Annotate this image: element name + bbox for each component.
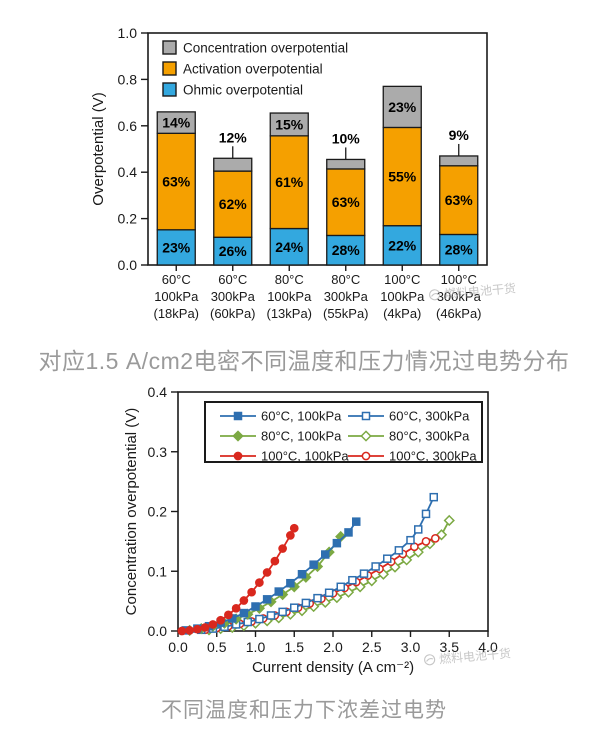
- svg-text:60°C, 100kPa: 60°C, 100kPa: [261, 409, 342, 424]
- svg-text:80°C, 100kPa: 80°C, 100kPa: [261, 429, 342, 444]
- svg-text:0.5: 0.5: [207, 639, 227, 655]
- svg-text:100kPa: 100kPa: [154, 289, 199, 304]
- svg-text:3.5: 3.5: [440, 639, 460, 655]
- svg-text:Overpotential (V): Overpotential (V): [90, 92, 107, 205]
- svg-text:12%: 12%: [219, 129, 248, 145]
- svg-text:100°C, 100kPa: 100°C, 100kPa: [261, 449, 349, 464]
- svg-text:4.0: 4.0: [478, 639, 498, 655]
- svg-text:60°C: 60°C: [162, 272, 191, 287]
- svg-text:1.0: 1.0: [118, 25, 138, 41]
- svg-text:9%: 9%: [449, 127, 470, 143]
- svg-text:0.6: 0.6: [118, 118, 138, 134]
- svg-text:0.2: 0.2: [148, 504, 168, 520]
- svg-text:55%: 55%: [388, 169, 417, 185]
- svg-text:0.8: 0.8: [118, 71, 138, 87]
- svg-text:100°C: 100°C: [441, 272, 477, 287]
- svg-text:100°C: 100°C: [384, 272, 420, 287]
- svg-text:80°C: 80°C: [275, 272, 304, 287]
- svg-text:100kPa: 100kPa: [267, 289, 312, 304]
- svg-text:100kPa: 100kPa: [380, 289, 425, 304]
- svg-text:(13kPa): (13kPa): [266, 306, 312, 321]
- svg-text:300kPa: 300kPa: [324, 289, 369, 304]
- svg-text:80°C, 300kPa: 80°C, 300kPa: [389, 429, 470, 444]
- overpotential-stacked-bar-chart: 0.0 0.2 0.4 0.6 0.8 1.0 Overpotential (V) 23% 63…: [90, 25, 488, 321]
- svg-text:63%: 63%: [162, 174, 191, 190]
- svg-text:100°C, 300kPa: 100°C, 300kPa: [389, 449, 477, 464]
- svg-text:1.0: 1.0: [246, 639, 266, 655]
- svg-text:(55kPa): (55kPa): [323, 306, 369, 321]
- svg-text:22%: 22%: [388, 237, 417, 253]
- svg-text:28%: 28%: [445, 242, 474, 258]
- svg-text:0.0: 0.0: [168, 639, 188, 655]
- svg-text:26%: 26%: [219, 243, 248, 259]
- svg-text:10%: 10%: [332, 130, 361, 146]
- svg-text:63%: 63%: [332, 194, 361, 210]
- svg-text:24%: 24%: [275, 239, 304, 255]
- svg-text:23%: 23%: [162, 239, 191, 255]
- svg-text:0.0: 0.0: [118, 257, 138, 273]
- svg-text:0.4: 0.4: [118, 164, 138, 180]
- svg-text:0.4: 0.4: [148, 384, 168, 400]
- svg-text:Current density (A cm⁻²): Current density (A cm⁻²): [252, 659, 414, 676]
- svg-text:0.0: 0.0: [148, 623, 168, 639]
- svg-text:Concentration overpotential (V: Concentration overpotential (V): [123, 408, 140, 616]
- svg-text:60°C: 60°C: [218, 272, 247, 287]
- svg-text:2.5: 2.5: [362, 639, 382, 655]
- svg-text:0.1: 0.1: [148, 563, 168, 579]
- svg-text:2.0: 2.0: [323, 639, 343, 655]
- svg-text:80°C: 80°C: [331, 272, 360, 287]
- svg-text:(4kPa): (4kPa): [383, 306, 421, 321]
- svg-text:63%: 63%: [445, 192, 474, 208]
- svg-text:300kPa: 300kPa: [437, 289, 482, 304]
- svg-text:Ohmic overpotential: Ohmic overpotential: [183, 83, 303, 98]
- svg-text:28%: 28%: [332, 242, 361, 258]
- svg-text:0.3: 0.3: [148, 444, 168, 460]
- svg-text:23%: 23%: [388, 99, 417, 115]
- svg-text:Activation overpotential: Activation overpotential: [183, 62, 323, 77]
- svg-text:60°C, 300kPa: 60°C, 300kPa: [389, 409, 470, 424]
- svg-text:3.0: 3.0: [401, 639, 421, 655]
- concentration-overpotential-line-chart: 0.0 0.5 1.0 1.5 2.0 2.5 3.0 3.5 4.0 0.0 0.1 0.2 0.3 0…: [123, 384, 498, 676]
- svg-text:61%: 61%: [275, 174, 304, 190]
- svg-text:14%: 14%: [162, 115, 191, 131]
- svg-text:0.2: 0.2: [118, 211, 138, 227]
- svg-text:(18kPa): (18kPa): [153, 306, 199, 321]
- svg-text:(60kPa): (60kPa): [210, 306, 256, 321]
- svg-text:Concentration overpotential: Concentration overpotential: [183, 41, 348, 56]
- svg-text:1.5: 1.5: [285, 639, 305, 655]
- svg-text:62%: 62%: [219, 196, 248, 212]
- caption-line-chart: 不同温度和压力下浓差过电势: [161, 699, 447, 722]
- caption-bar-chart: 对应1.5 A/cm2电密不同温度和压力情况过电势分布: [38, 348, 570, 374]
- svg-text:15%: 15%: [275, 116, 304, 132]
- svg-text:300kPa: 300kPa: [211, 289, 256, 304]
- svg-text:(46kPa): (46kPa): [436, 306, 482, 321]
